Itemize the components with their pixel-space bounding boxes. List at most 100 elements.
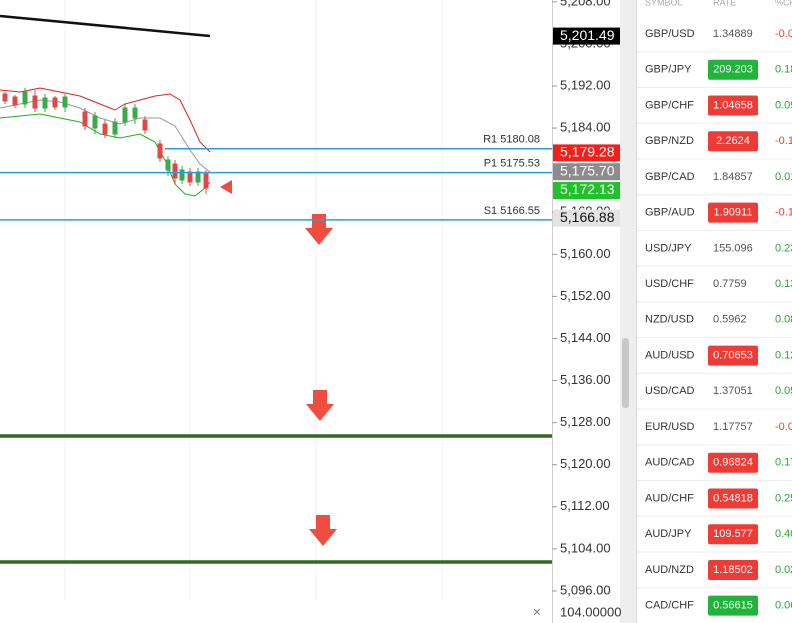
price-label: 5,112.00 xyxy=(560,498,610,513)
symbol[interactable]: GBP/AUD xyxy=(645,207,695,219)
symbol[interactable]: CAD/CHF xyxy=(645,600,694,612)
price-tag-label: 5,166.88 xyxy=(560,209,615,225)
scrollbar-thumb[interactable] xyxy=(622,338,629,408)
price-label: 5,192.00 xyxy=(560,77,611,92)
rate: 1.17757 xyxy=(713,421,753,433)
scrollbar[interactable] xyxy=(620,0,636,623)
rate-badge xyxy=(708,524,758,545)
vertical-grid xyxy=(64,0,443,600)
rate: 109.577 xyxy=(713,528,753,540)
rate: 1.84857 xyxy=(713,171,753,183)
rate-badge xyxy=(708,95,758,116)
rate-badge xyxy=(708,488,758,509)
moving-average xyxy=(0,14,211,38)
symbol[interactable]: AUD/JPY xyxy=(645,528,692,540)
price-label: 5,152.00 xyxy=(560,288,611,303)
rate: 0.70653 xyxy=(713,349,753,361)
change: 0.25 xyxy=(775,492,792,504)
rate-badge xyxy=(708,345,758,366)
price-tag-label: 5,175.70 xyxy=(560,162,615,178)
symbol[interactable]: GBP/JPY xyxy=(645,64,692,76)
price-label: 5,208.00 xyxy=(560,0,611,8)
column-header: %CH xyxy=(775,0,792,7)
change: 0.02 xyxy=(775,564,792,576)
change: 0.08 xyxy=(775,314,792,326)
change: 0.12 xyxy=(775,349,792,361)
symbol[interactable]: AUD/NZD xyxy=(645,564,694,576)
change: 0.01 xyxy=(775,171,792,183)
symbol[interactable]: AUD/CHF xyxy=(645,492,694,504)
rate: 0.5962 xyxy=(713,314,747,326)
rate: 0.7759 xyxy=(713,278,747,290)
rate: 0.56615 xyxy=(713,600,753,612)
symbol[interactable]: AUD/CAD xyxy=(645,457,695,469)
symbol[interactable]: NZD/USD xyxy=(645,314,694,326)
rate-badge xyxy=(708,559,758,580)
symbol[interactable]: GBP/CHF xyxy=(645,99,694,111)
rate-badge xyxy=(708,452,758,473)
price-label: 5,096.00 xyxy=(560,582,611,597)
price-tag xyxy=(553,182,620,200)
rate: 1.37051 xyxy=(713,385,753,397)
price-label: 5,160.00 xyxy=(560,246,611,261)
symbol[interactable]: GBP/NZD xyxy=(645,135,694,147)
price-tag xyxy=(553,209,620,227)
symbol[interactable]: USD/JPY xyxy=(645,242,692,254)
rate-badge xyxy=(708,59,758,80)
rate: 155.096 xyxy=(713,242,753,254)
rate: 1.90911 xyxy=(714,207,753,219)
rate: 1.18502 xyxy=(713,564,753,576)
price-tag-label: 5,172.13 xyxy=(560,181,615,197)
pivot-label: P1 5175.53 xyxy=(484,158,540,170)
change: 0.13 xyxy=(775,278,792,290)
change: -0.1 xyxy=(775,135,792,147)
change: 0.09 xyxy=(775,99,792,111)
symbol[interactable]: USD/CHF xyxy=(645,278,694,290)
price-label: 5,128.00 xyxy=(560,414,611,429)
change: 0.40 xyxy=(775,528,792,540)
symbol[interactable]: EUR/USD xyxy=(645,421,695,433)
change: 0.06 xyxy=(775,600,792,612)
column-header: RATE xyxy=(713,0,736,7)
change: 0.18 xyxy=(775,64,792,76)
change: 0.17 xyxy=(775,457,792,469)
rate: 0.54818 xyxy=(713,492,753,504)
rate: 0.96824 xyxy=(713,457,753,469)
change: -0.0 xyxy=(775,28,792,40)
rate: 2.2624 xyxy=(716,135,750,147)
change: 0.23 xyxy=(775,242,792,254)
rate-badge xyxy=(708,202,758,223)
price-label: 5,136.00 xyxy=(560,372,611,387)
price-tag xyxy=(553,144,620,162)
rate-badge xyxy=(708,131,758,152)
rate: 1.34889 xyxy=(713,28,753,40)
close-button[interactable]: × xyxy=(533,604,541,620)
rate: 1.04658 xyxy=(713,99,753,111)
change: -0.1 xyxy=(775,207,792,219)
symbol[interactable]: USD/CAD xyxy=(645,385,695,397)
rate-badge xyxy=(708,595,758,616)
pivot-label: S1 5166.55 xyxy=(484,205,540,217)
price-label: 5,184.00 xyxy=(560,120,611,135)
change: -0.0 xyxy=(775,421,792,433)
pivot-label: R1 5180.08 xyxy=(483,134,540,146)
price-tag-label: 5,201.49 xyxy=(560,27,615,43)
signal-arrows xyxy=(220,180,337,546)
column-header: SYMBOL xyxy=(645,0,683,7)
candles xyxy=(2,88,209,194)
lower-band xyxy=(0,113,211,197)
middle-band xyxy=(0,99,211,173)
price-label: 5,144.00 xyxy=(560,330,611,345)
price-tag-label: 5,179.28 xyxy=(560,144,615,160)
chart-area xyxy=(0,0,552,623)
price-label: 5,120.00 xyxy=(560,456,611,471)
symbol[interactable]: GBP/USD xyxy=(645,28,695,40)
price-label: 5,104.00 xyxy=(560,540,611,555)
price-tag xyxy=(553,163,620,181)
symbol[interactable]: GBP/CAD xyxy=(645,171,695,183)
symbol[interactable]: AUD/USD xyxy=(645,349,695,361)
rate: 209.203 xyxy=(713,64,753,76)
change: 0.05 xyxy=(775,385,792,397)
